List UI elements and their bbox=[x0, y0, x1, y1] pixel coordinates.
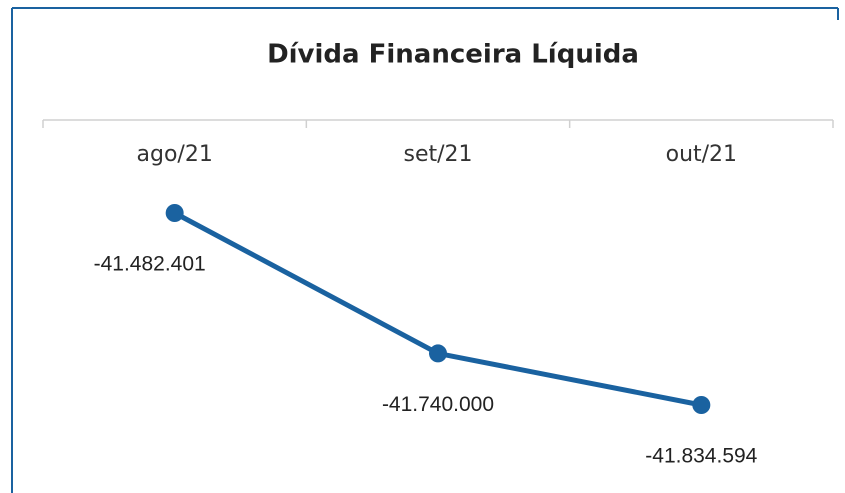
data-point bbox=[692, 396, 711, 414]
data-point bbox=[165, 204, 184, 222]
data-label: -41.834.594 bbox=[645, 445, 757, 468]
x-tick-label: ago/21 bbox=[137, 142, 213, 167]
x-tick-label: set/21 bbox=[403, 142, 472, 167]
chart-title: Dívida Financeira Líquida bbox=[267, 40, 639, 70]
data-label: -41.482.401 bbox=[94, 253, 206, 276]
x-tick-label: out/21 bbox=[666, 142, 737, 167]
data-point bbox=[429, 344, 447, 363]
data-label: -41.740.000 bbox=[382, 393, 494, 416]
